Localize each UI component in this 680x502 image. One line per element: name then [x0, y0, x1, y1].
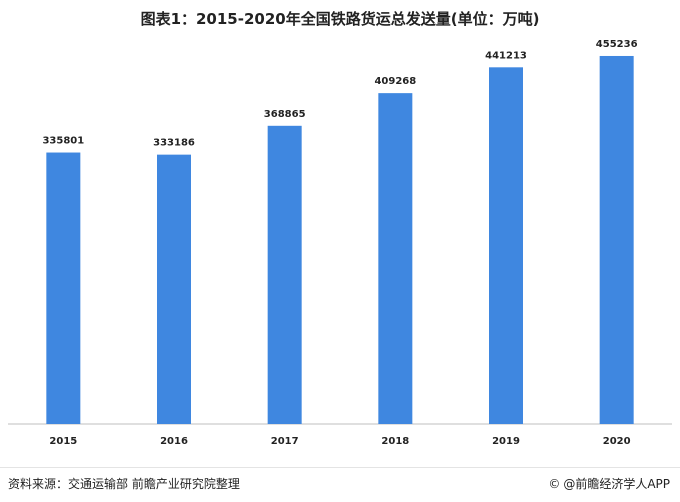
- bar-2018: [378, 93, 413, 424]
- bar-2017: [267, 125, 302, 425]
- value-label-2016: 333186: [153, 138, 195, 149]
- x-tick-labels-group: 2015 2016 2017 2018 2019 2020: [49, 436, 630, 447]
- brand-credit: © @前瞻经济学人APP: [548, 475, 670, 492]
- chart-title: 图表1：2015-2020年全国铁路货运总发送量(单位：万吨): [140, 10, 540, 28]
- source-note: 资料来源：交通运输部 前瞻产业研究院整理: [8, 477, 240, 491]
- bars-group: [46, 55, 634, 425]
- x-tick-label-2015: 2015: [49, 436, 77, 447]
- value-label-2015: 335801: [42, 136, 84, 147]
- bar-chart: 335801 333186 368865 409268 441213 455236 201…: [8, 39, 672, 447]
- value-label-2018: 409268: [374, 76, 416, 87]
- footer-divider: [0, 467, 680, 468]
- value-label-2019: 441213: [485, 50, 527, 61]
- bar-2019: [489, 67, 523, 425]
- x-tick-label-2020: 2020: [603, 436, 631, 447]
- brand-label: @前瞻经济学人APP: [563, 477, 670, 491]
- bar-2015: [46, 152, 81, 424]
- bar-2016: [157, 154, 191, 424]
- x-tick-label-2019: 2019: [492, 436, 520, 447]
- copyright-icon: ©: [548, 476, 561, 491]
- x-tick-label-2017: 2017: [271, 436, 299, 447]
- bar-2020: [599, 55, 634, 425]
- x-tick-label-2018: 2018: [381, 436, 409, 447]
- value-label-2017: 368865: [264, 109, 306, 120]
- value-label-2020: 455236: [596, 39, 638, 50]
- x-tick-label-2016: 2016: [160, 436, 188, 447]
- value-labels-group: 335801 333186 368865 409268 441213 455236: [42, 39, 637, 149]
